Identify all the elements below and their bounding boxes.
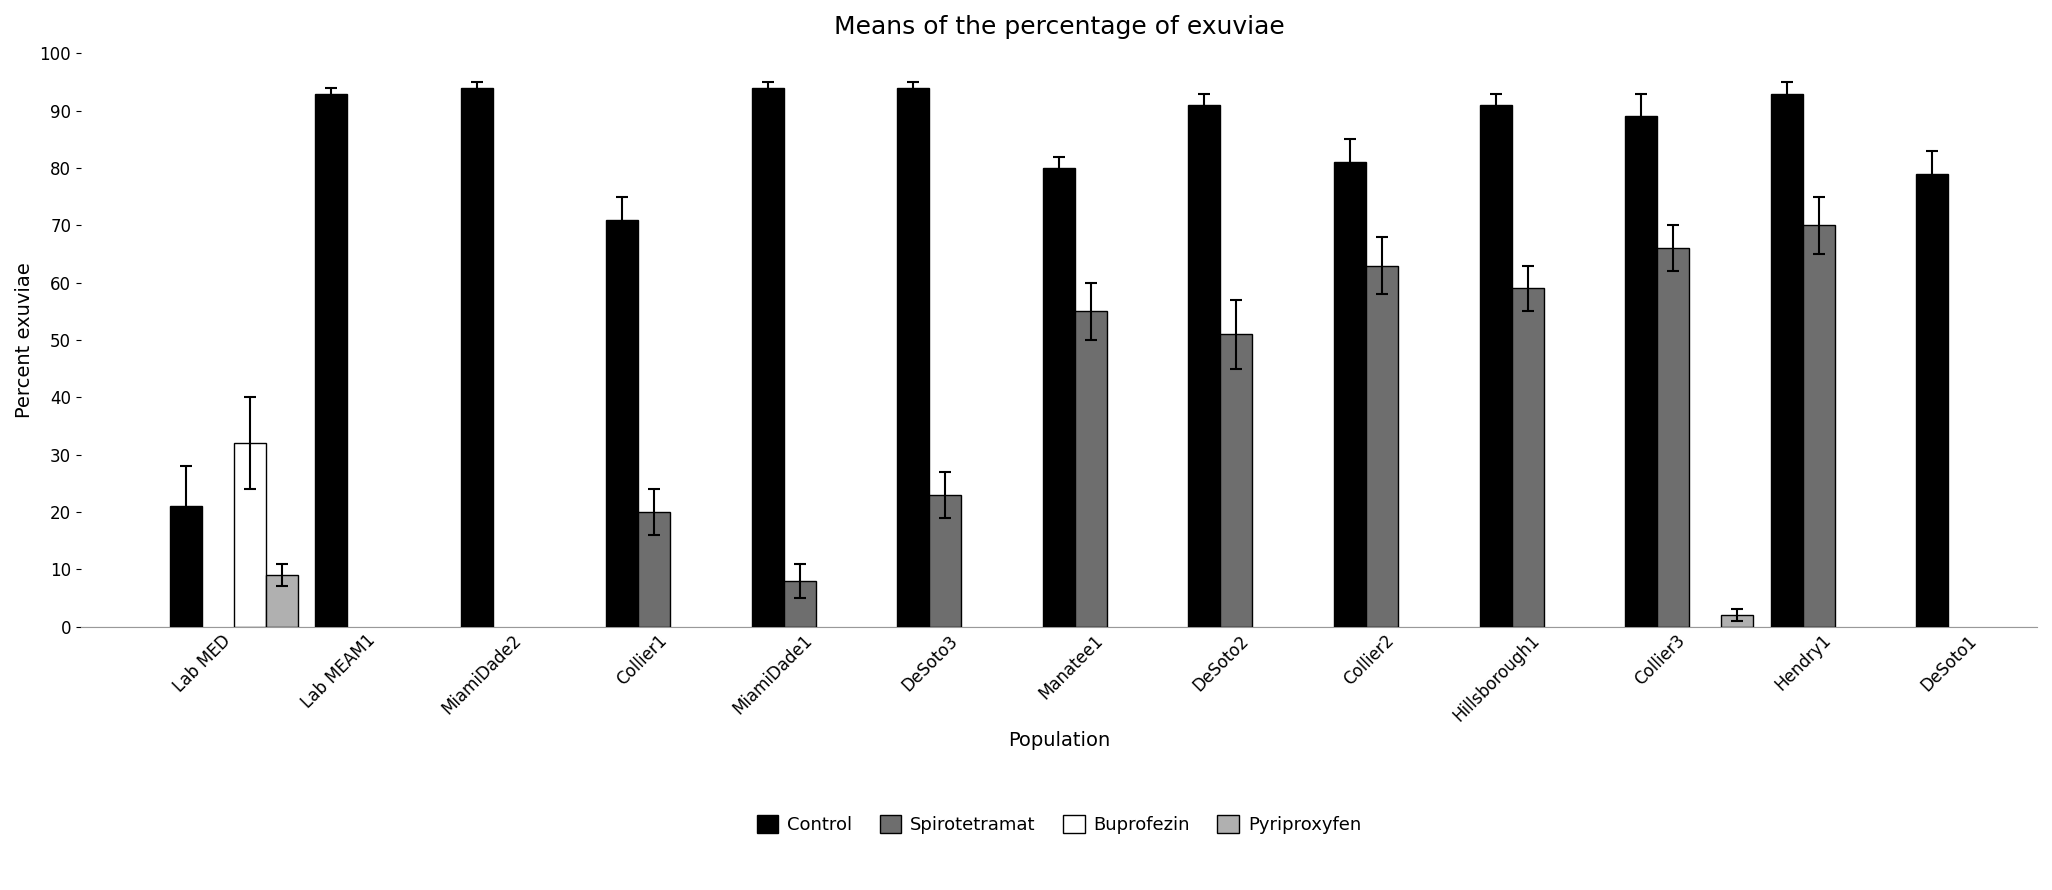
Bar [1221, 335, 1252, 627]
Bar [1802, 225, 1834, 627]
Bar [930, 495, 962, 627]
Bar [1658, 248, 1689, 627]
Bar [1367, 265, 1397, 627]
Bar [1512, 288, 1543, 627]
Bar [1042, 168, 1075, 627]
Bar [1917, 174, 1947, 627]
Bar [462, 88, 492, 627]
Bar [170, 506, 201, 627]
Bar [1771, 93, 1802, 627]
X-axis label: Population: Population [1008, 731, 1110, 749]
Bar [1334, 162, 1367, 627]
Bar [267, 575, 298, 627]
Bar [316, 93, 347, 627]
Bar [1188, 105, 1221, 627]
Bar [784, 581, 817, 627]
Bar [638, 512, 671, 627]
Bar [751, 88, 784, 627]
Bar [1722, 615, 1752, 627]
Bar [1479, 105, 1512, 627]
Bar [607, 220, 638, 627]
Y-axis label: Percent exuviae: Percent exuviae [14, 263, 35, 418]
Bar [897, 88, 930, 627]
Bar [1625, 117, 1658, 627]
Bar [1075, 312, 1106, 627]
Bar [234, 443, 267, 627]
Title: Means of the percentage of exuviae: Means of the percentage of exuviae [833, 15, 1285, 39]
Legend: Control, Spirotetramat, Buprofezin, Pyriproxyfen: Control, Spirotetramat, Buprofezin, Pyri… [749, 807, 1369, 841]
